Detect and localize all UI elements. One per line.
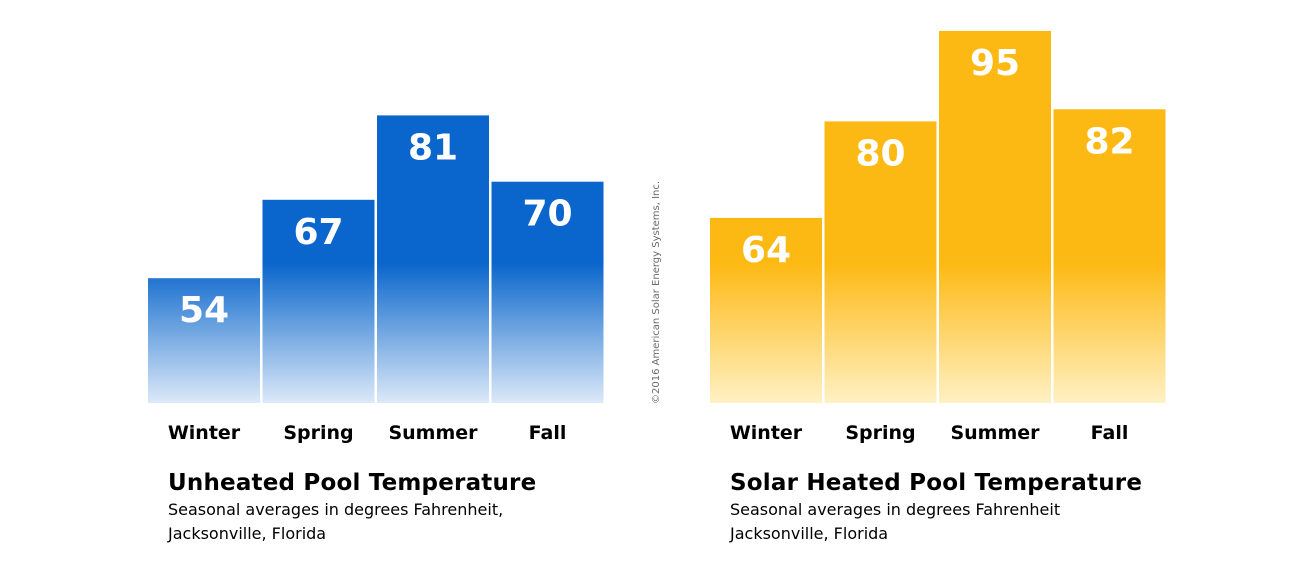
solar-value-label-summer: 95 [970,43,1020,84]
solar-category-label-fall: Fall [1091,422,1129,444]
solar-value-label-spring: 80 [855,133,905,174]
unheated-bar-winter [148,278,260,403]
unheated-value-label-summer: 81 [408,127,458,168]
unheated-category-label-fall: Fall [529,422,567,444]
unheated-category-label-summer: Summer [388,422,478,444]
solar-bar-spring [824,121,937,404]
unheated-bar-spring [262,199,375,403]
unheated-bar-fall [491,181,604,403]
solar-chart-subtitle-line-2: Jacksonville, Florida [730,524,889,543]
solar-bar-winter [710,217,822,403]
solar-value-label-fall: 82 [1084,121,1134,162]
unheated-value-label-fall: 70 [522,194,572,235]
solar-category-label-spring: Spring [845,422,915,444]
unheated-chart: 54 Winter 67 Spring 81 Summer 70 Fall [148,115,604,444]
solar-bar-summer [939,30,1051,404]
solar-bar-fall [1053,109,1166,404]
unheated-category-label-winter: Winter [168,422,241,444]
unheated-category-label-spring: Spring [283,422,353,444]
solar-chart-subtitle-line-1: Seasonal averages in degrees Fahrenheit [730,500,1061,519]
unheated-chart-title: Unheated Pool Temperature [168,470,537,496]
solar-chart-title: Solar Heated Pool Temperature [730,470,1143,496]
unheated-value-label-spring: 67 [293,212,343,253]
solar-value-label-winter: 64 [741,230,791,271]
solar-category-label-summer: Summer [950,422,1040,444]
unheated-value-label-winter: 54 [179,290,229,331]
solar-category-label-winter: Winter [730,422,803,444]
solar-heated-chart: 64 Winter 80 Spring 95 Summer 82 Fall [710,30,1166,444]
unheated-chart-subtitle-line-1: Seasonal averages in degrees Fahrenheit, [168,500,504,519]
unheated-bar-summer [377,115,489,404]
unheated-chart-subtitle-line-2: Jacksonville, Florida [168,524,327,543]
copyright-text: ©2016 American Solar Energy Systems, Inc… [651,180,662,404]
